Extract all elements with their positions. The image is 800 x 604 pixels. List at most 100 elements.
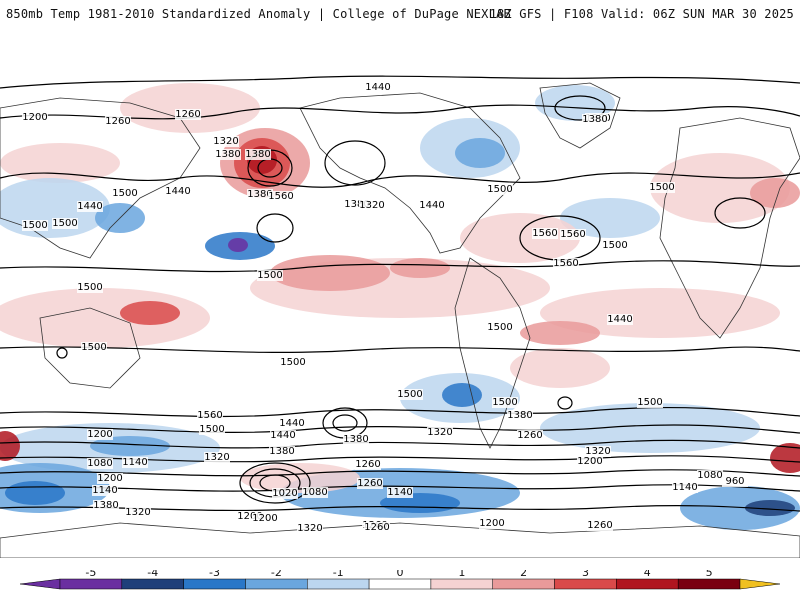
colorbar-segment-neg4 [121,578,184,590]
colorbar-tick-label: 5 [706,570,713,579]
map-title: 850mb Temp 1981-2010 Standardized Anomal… [6,7,511,21]
contour-label: 1080 [697,470,722,481]
contour-label-bg [560,229,586,240]
colorbar-segment-zero [368,578,432,590]
title-bar: 850mb Temp 1981-2010 Standardized Anomal… [0,0,800,30]
contour-label: 1500 [257,270,282,281]
contour-label: 1140 [672,482,697,493]
contour-label: 1200 [22,112,47,123]
contour-label-bg [507,410,533,421]
contour-label-bg [257,270,283,281]
contour-label: 1140 [92,485,117,496]
contour-label: 1380 [269,446,294,457]
contour-label: 1560 [197,410,222,421]
colorbar-max-cap [739,578,781,590]
contour-label-bg [553,258,579,269]
contour-label: 1500 [492,397,517,408]
contour-label-bg [204,452,230,463]
contour-label: 1500 [81,342,106,353]
contour-label-bg [245,149,271,160]
contour-label-bg [637,397,663,408]
contour-label: 1260 [587,520,612,531]
contour-label-bg [532,228,558,239]
contour-label-bg [722,476,748,487]
contour-label: 1560 [532,228,557,239]
colorbar-segment-pos2 [492,578,555,590]
contour-label: 1500 [649,182,674,193]
contour-label-bg [359,200,385,211]
contour-label: 1200 [252,513,277,524]
contour-label: 960 [725,476,744,487]
contour-label: 1440 [270,430,295,441]
contour-label-bg [213,136,239,147]
contour-label-bg [577,456,603,467]
colorbar-segment-neg3 [183,578,246,590]
contour-label: 1140 [122,457,147,468]
contour-label: 1500 [397,389,422,400]
colorbar-tick-label: -1 [333,570,344,579]
contour-label-bg [365,82,391,93]
contour-label: 1200 [479,518,504,529]
contour-label: 1260 [355,459,380,470]
contour-label: 1020 [272,488,297,499]
contour-label: 1500 [77,282,102,293]
colorbar: -5 -4 -3 -2 -1 0 1 2 3 4 5 [0,566,800,600]
contour-label-bg [165,186,191,197]
contour-label-bg [357,478,383,489]
contour-label: 1260 [357,478,382,489]
contour-label: 1320 [125,507,150,518]
contour-label: 1200 [237,511,262,522]
contour-label: 1440 [419,200,444,211]
contour-label: 1380 [247,189,272,200]
contour-label: 1500 [637,397,662,408]
contour-labels: 1200 1260 1260 1320 1380 1380 1440 1380 1380 1320… [22,82,748,534]
colorbar-segment-pos4 [616,578,679,590]
contour-label: 1200 [97,473,122,484]
contour-label-bg [487,322,513,333]
contour-label-bg [268,191,294,202]
colorbar-segment-neg5 [59,578,123,590]
contour-label: 1380 [507,410,532,421]
contour-label: 1500 [602,240,627,251]
colorbar-tick-label: -3 [209,570,220,579]
contour-label-bg [122,457,148,468]
contour-label-bg [77,201,103,212]
colorbar-segment-pos5 [677,578,741,590]
contour-label-bg [672,482,698,493]
contour-label: 1260 [175,109,200,120]
anomaly-shading [0,83,800,530]
contour-label: 1500 [487,184,512,195]
contour-label-bg [22,112,48,123]
contour-label: 1380 [245,149,270,160]
contour-label-bg [247,189,273,200]
contour-label-bg [587,520,613,531]
colorbar-tick-label: 1 [458,570,465,579]
contour-label-bg [607,314,633,325]
contour-label-bg [297,523,323,534]
contour-label: 1260 [364,522,389,533]
colorbar-tick-label: -5 [85,570,96,579]
contour-label-bg [387,487,413,498]
colorbar-segment-neg1 [307,578,370,590]
contour-label-bg [302,487,328,498]
colorbar-tick-label: 2 [520,570,527,579]
contour-label: 1440 [279,418,304,429]
colorbar-tick-label: 3 [582,570,589,579]
contour-label-bg [427,427,453,438]
contour-label-bg [252,513,278,524]
colorbar-min-cap [19,578,61,590]
contour-label: 1500 [487,322,512,333]
contour-label-bg [270,430,296,441]
colorbar-tick-label: 0 [397,570,404,579]
contour-label-bg [81,342,107,353]
contour-label-bg [355,459,381,470]
contour-label-bg [237,511,263,522]
contour-label-bg [397,389,423,400]
contour-label-bg [697,470,723,481]
contour-label-bg [582,114,608,125]
contour-label: 1320 [213,136,238,147]
contour-label: 1260 [517,430,542,441]
contour-label-bg [364,522,390,533]
contour-label: 1380 [582,114,607,125]
contour-label-bg [92,485,118,496]
